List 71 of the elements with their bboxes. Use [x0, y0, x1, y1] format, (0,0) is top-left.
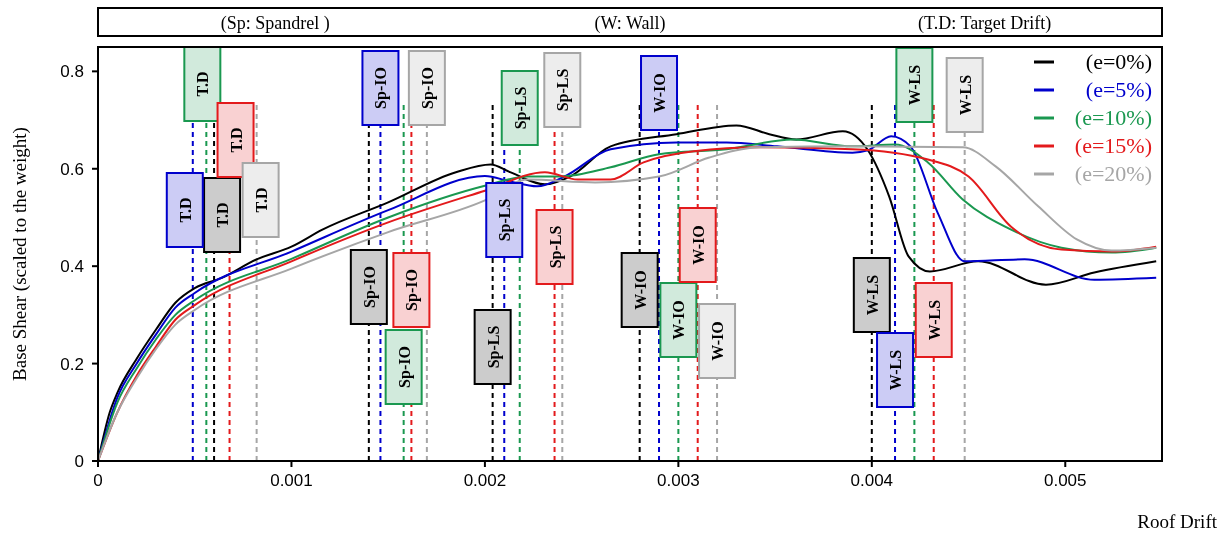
label-tag: Sp-LS — [535, 209, 574, 285]
ref-line-label: Sp-LS — [546, 225, 565, 269]
y-tick-label: 0.2 — [60, 354, 84, 374]
label-tag: T.D — [203, 177, 242, 253]
ref-line-label: Sp-LS — [484, 325, 503, 369]
ref-line-label: T.D — [214, 202, 232, 228]
label-tag: Sp-IO — [392, 252, 431, 328]
label-tag: W-IO — [620, 252, 659, 328]
label-tag: W-LS — [876, 332, 915, 408]
ref-line-label: W-IO — [689, 225, 707, 265]
label-tag: Sp-IO — [349, 249, 388, 325]
x-axis-title: Roof Drift — [1137, 511, 1218, 532]
label-tag: T.D — [241, 162, 280, 238]
ref-line-label: W-IO — [651, 73, 669, 113]
label-tag: Sp-LS — [543, 52, 582, 128]
ref-line-label: W-LS — [887, 349, 905, 391]
x-tick-label: 0.001 — [270, 471, 313, 490]
ref-line-label: Sp-IO — [395, 346, 414, 388]
text: (Sp: Spandrel ) — [220, 13, 330, 34]
ref-line-label: T.D — [176, 197, 194, 223]
ref-line-label: W-IO — [631, 270, 649, 310]
text: (T.D: Target Drift) — [918, 13, 1052, 34]
ref-line-label: T.D — [227, 127, 245, 153]
legend-label: (e=5%) — [1085, 77, 1152, 102]
label-tag: Sp-IO — [407, 50, 446, 126]
legend-label: (e=10%) — [1074, 105, 1152, 130]
y-tick-label: 0.4 — [60, 257, 84, 277]
label-tag: W-LS — [895, 47, 934, 123]
ref-line-label: Sp-LS — [496, 198, 515, 242]
text: (W: Wall) — [594, 13, 666, 34]
x-tick-label: 0.004 — [850, 471, 894, 490]
ref-line-label: W-LS — [956, 74, 974, 116]
ref-line-label: W-LS — [863, 274, 881, 316]
ref-line-label: W-IO — [670, 300, 688, 340]
label-tag: T.D — [183, 46, 222, 122]
y-axis-title: Base Shear (scaled to the weight) — [9, 127, 31, 381]
y-tick-label: 0 — [74, 452, 84, 471]
legend-label: (e=15%) — [1074, 133, 1152, 158]
label-tag: Sp-LS — [485, 182, 524, 258]
label-tag: Sp-LS — [500, 70, 539, 146]
label-tag: W-IO — [640, 55, 678, 131]
label-tag: W-IO — [659, 282, 698, 358]
ref-line-label: Sp-IO — [372, 67, 391, 109]
label-tag: W-IO — [678, 207, 717, 283]
x-tick-label: 0 — [93, 471, 103, 490]
legend-label: (e=0%) — [1085, 49, 1152, 74]
x-tick-label: 0.005 — [1044, 471, 1087, 490]
ref-line-label: W-IO — [709, 321, 727, 361]
label-tag: W-IO — [698, 303, 737, 379]
ref-line-label: Sp-IO — [418, 67, 437, 109]
label-tag: W-LS — [914, 282, 953, 358]
ref-line-label: Sp-LS — [511, 86, 530, 130]
label-tag: T.D — [165, 172, 204, 248]
label-tag: W-LS — [852, 257, 891, 333]
label-tag: Sp-IO — [361, 50, 400, 126]
x-tick-label: 0.002 — [463, 471, 507, 490]
label-tag: W-LS — [945, 57, 984, 133]
ref-line-label: Sp-LS — [554, 68, 573, 112]
ref-line-label: Sp-IO — [360, 266, 379, 308]
ref-line-label: Sp-IO — [403, 269, 422, 311]
ref-line-label: W-LS — [906, 64, 924, 106]
y-tick-label: 0.8 — [60, 62, 84, 82]
ref-line-label: T.D — [194, 71, 212, 97]
legend-label: (e=20%) — [1074, 161, 1152, 186]
label-tag: T.D — [216, 102, 255, 178]
y-tick-label: 0.6 — [60, 159, 84, 179]
x-tick-label: 0.003 — [657, 471, 700, 490]
label-tag: Sp-IO — [384, 329, 423, 405]
ref-line-label: T.D — [252, 187, 270, 213]
label-tag: Sp-LS — [473, 309, 512, 385]
ref-line-label: W-LS — [925, 299, 943, 341]
